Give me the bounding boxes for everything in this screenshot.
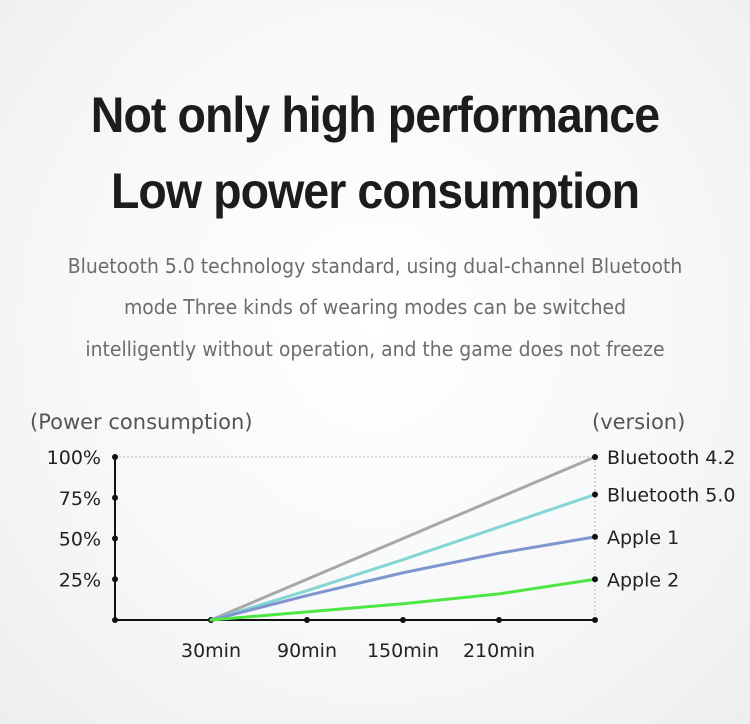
series-end-dot-2: [592, 533, 598, 540]
legend-label-0: Bluetooth 4.2: [607, 447, 736, 469]
description-line-1: Bluetooth 5.0 technology standard, using…: [67, 254, 683, 278]
x-tick-label: 210min: [463, 640, 535, 662]
description-line-3: intelligently without operation, and the…: [85, 337, 665, 361]
legend-label-2: Apple 1: [607, 527, 679, 549]
x-tick-label: 30min: [181, 640, 241, 662]
legend-title: (version): [592, 410, 685, 434]
x-tick-label: 150min: [367, 640, 439, 662]
headline-line-2: Low power consumption: [110, 163, 640, 219]
legend-label-3: Apple 2: [607, 569, 679, 591]
series-line-2: [209, 535, 597, 622]
series-line-1: [209, 492, 597, 622]
chart-lines: [209, 454, 598, 622]
series-line-3: [209, 577, 597, 622]
headline-line-1: Not only high performance: [90, 87, 660, 143]
y-tick-dot: [112, 454, 118, 460]
y-tick-label: 50%: [59, 529, 101, 551]
series-end-dot-1: [592, 491, 598, 498]
x-tick-label: 90min: [277, 640, 337, 662]
series-line-0: [209, 455, 597, 622]
chart-axes: [112, 454, 598, 623]
description-line-2: mode Three kinds of wearing modes can be…: [123, 295, 627, 319]
y-tick-dot: [112, 494, 118, 501]
y-tick-dot: [112, 535, 118, 542]
chart-labels: 100% 75% 50% 25% 30min 90min 150min 210min Bluet…: [47, 447, 736, 662]
y-axis-label: (Power consumption): [30, 410, 253, 434]
x-axis-end-dot: [592, 617, 598, 623]
y-tick-label: 100%: [47, 447, 101, 469]
x-tick-dot: [400, 617, 406, 623]
series-end-dot-0: [592, 454, 598, 460]
y-tick-label: 75%: [59, 488, 101, 510]
y-tick-label: 25%: [59, 569, 101, 591]
y-tick-dot: [112, 576, 118, 583]
x-tick-dot: [304, 617, 310, 623]
series-end-dot-3: [592, 576, 598, 583]
x-tick-dot: [496, 617, 502, 623]
legend-label-1: Bluetooth 5.0: [607, 484, 736, 506]
origin-dot: [112, 617, 118, 623]
